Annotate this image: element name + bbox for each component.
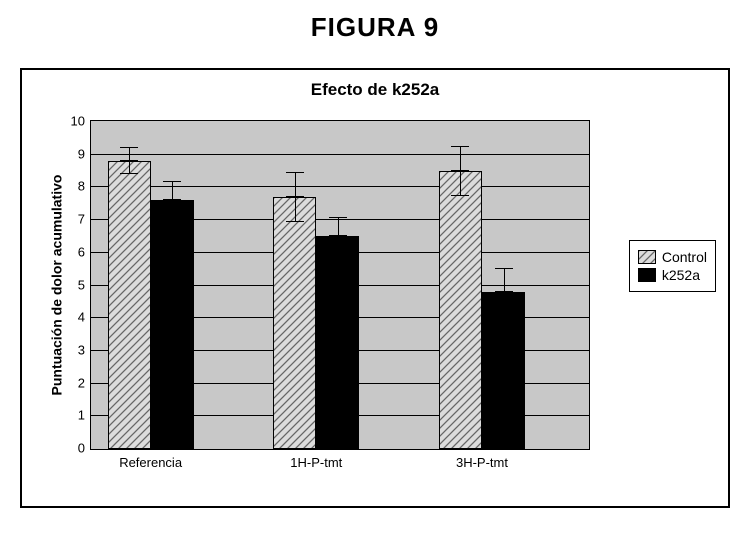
legend-label: k252a bbox=[662, 267, 700, 283]
y-tick-label: 1 bbox=[78, 408, 91, 423]
error-cap bbox=[286, 196, 304, 197]
bar-k252a bbox=[316, 236, 359, 449]
y-axis-label: Puntuación de dolor acumulativo bbox=[48, 175, 64, 396]
error-cap bbox=[495, 268, 513, 269]
error-cap bbox=[329, 217, 347, 218]
error-cap bbox=[451, 170, 469, 171]
error-cap bbox=[163, 199, 181, 200]
error-cap bbox=[495, 314, 513, 315]
y-tick-label: 6 bbox=[78, 244, 91, 259]
legend: Control k252a bbox=[629, 240, 716, 292]
gridline bbox=[91, 186, 589, 187]
bar-k252a bbox=[482, 292, 525, 449]
y-tick-label: 7 bbox=[78, 212, 91, 227]
legend-label: Control bbox=[662, 249, 707, 265]
x-tick-label: 1H-P-tmt bbox=[290, 449, 342, 470]
legend-swatch bbox=[638, 268, 656, 282]
x-tick-label: Referencia bbox=[119, 449, 182, 470]
error-cap bbox=[451, 146, 469, 147]
bar-control bbox=[108, 161, 151, 449]
gridline bbox=[91, 154, 589, 155]
y-tick-label: 9 bbox=[78, 146, 91, 161]
legend-item-k252a: k252a bbox=[638, 267, 707, 283]
error-cap bbox=[163, 217, 181, 218]
page: FIGURA 9 Efecto de k252a Puntuación de d… bbox=[0, 0, 750, 539]
y-tick-label: 0 bbox=[78, 441, 91, 456]
figure-label: FIGURA 9 bbox=[0, 12, 750, 43]
error-cap bbox=[329, 235, 347, 236]
error-cap bbox=[286, 221, 304, 222]
error-cap bbox=[120, 147, 138, 148]
error-cap bbox=[495, 291, 513, 292]
plot-area: 012345678910Referencia1H-P-tmt3H-P-tmt bbox=[90, 120, 590, 450]
error-cap bbox=[120, 160, 138, 161]
error-cap bbox=[451, 195, 469, 196]
y-tick-label: 5 bbox=[78, 277, 91, 292]
y-axis-label-wrap: Puntuación de dolor acumulativo bbox=[46, 120, 66, 450]
error-cap bbox=[163, 181, 181, 182]
bar-control bbox=[439, 171, 482, 449]
y-tick-label: 8 bbox=[78, 179, 91, 194]
x-tick-label: 3H-P-tmt bbox=[456, 449, 508, 470]
error-cap bbox=[286, 172, 304, 173]
error-cap bbox=[329, 253, 347, 254]
y-tick-label: 10 bbox=[71, 114, 91, 129]
legend-item-control: Control bbox=[638, 249, 707, 265]
y-tick-label: 2 bbox=[78, 375, 91, 390]
bar-k252a bbox=[151, 200, 194, 449]
chart-frame: Efecto de k252a Puntuación de dolor acum… bbox=[20, 68, 730, 508]
y-tick-label: 3 bbox=[78, 342, 91, 357]
error-cap bbox=[120, 173, 138, 174]
chart-title: Efecto de k252a bbox=[22, 80, 728, 100]
bar-control bbox=[273, 197, 316, 449]
legend-swatch bbox=[638, 250, 656, 264]
y-tick-label: 4 bbox=[78, 310, 91, 325]
